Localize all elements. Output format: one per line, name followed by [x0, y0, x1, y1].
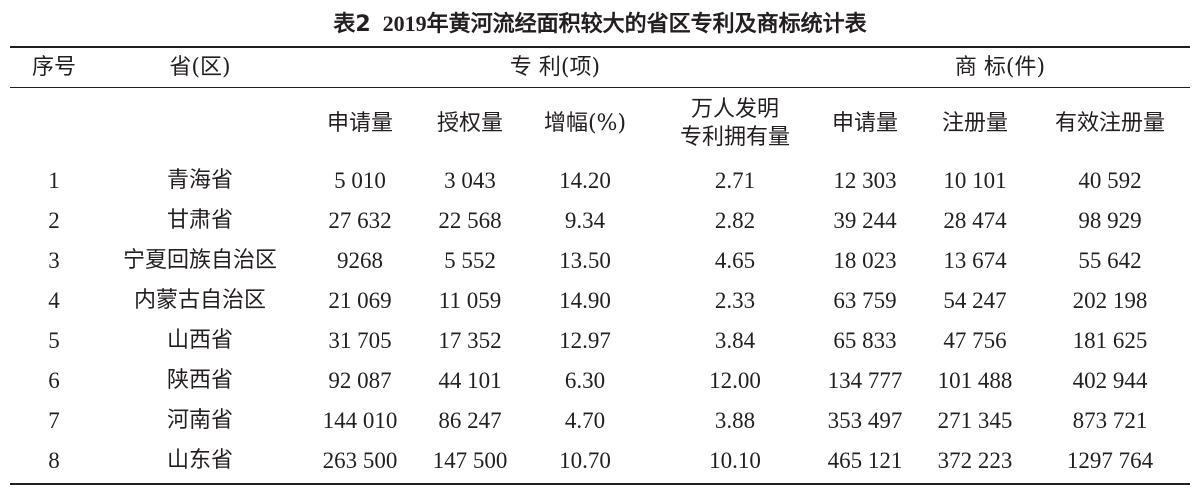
cell-patent-growth: 9.34: [564, 208, 606, 233]
cell-trademark-apply: 63 759: [833, 288, 897, 313]
cell-trademark-apply: 12 303: [833, 168, 897, 193]
cell-province: 青海省: [166, 168, 233, 193]
cell-seq: 5: [48, 328, 60, 353]
cell-trademark-valid: 55 642: [1078, 248, 1142, 273]
cell-trademark-registered: 28 474: [943, 208, 1007, 233]
header-patent-per-capita-line2: 专利拥有量: [679, 125, 790, 150]
cell-patent-apply: 92 087: [328, 368, 392, 393]
cell-patent-growth: 12.97: [559, 328, 611, 353]
cell-trademark-apply: 18 023: [833, 248, 897, 273]
cell-trademark-valid: 402 944: [1072, 368, 1148, 393]
cell-province: 内蒙古自治区: [133, 288, 266, 313]
cell-patent-growth: 14.20: [559, 168, 611, 193]
cell-trademark-valid: 181 625: [1072, 328, 1148, 353]
cell-patent-grant: 17 352: [438, 328, 502, 353]
cell-patent-per-capita: 12.00: [709, 368, 761, 393]
cell-patent-growth: 4.70: [564, 408, 606, 433]
bottom-rule: [10, 483, 1190, 485]
table-number: 表2: [333, 12, 371, 37]
cell-seq: 3: [48, 248, 60, 273]
cell-seq: 6: [48, 368, 60, 393]
cell-trademark-apply: 465 121: [827, 448, 903, 473]
cell-patent-grant: 5 552: [444, 248, 496, 273]
cell-patent-apply: 31 705: [328, 328, 392, 353]
cell-patent-per-capita: 3.84: [714, 328, 756, 353]
cell-province: 山西省: [166, 328, 233, 353]
cell-seq: 1: [48, 168, 60, 193]
cell-patent-apply: 263 500: [322, 448, 398, 473]
cell-trademark-registered: 47 756: [943, 328, 1007, 353]
header-province: 省(区): [169, 55, 231, 80]
cell-seq: 7: [48, 408, 60, 433]
cell-trademark-valid: 40 592: [1078, 168, 1142, 193]
cell-province: 陕西省: [166, 368, 233, 393]
cell-patent-per-capita: 3.88: [714, 408, 756, 433]
header-patent-growth: 增幅(%): [543, 111, 627, 136]
cell-trademark-registered: 54 247: [943, 288, 1007, 313]
table-title-text: 2019年黄河流经面积较大的省区专利及商标统计表: [382, 11, 867, 36]
cell-patent-per-capita: 10.10: [709, 448, 761, 473]
cell-seq: 4: [48, 288, 60, 313]
cell-patent-per-capita: 2.82: [714, 208, 756, 233]
top-rule: [10, 46, 1190, 48]
cell-patent-growth: 14.90: [559, 288, 611, 313]
cell-patent-grant: 11 059: [438, 288, 502, 313]
header-rule: [10, 87, 1190, 88]
cell-trademark-valid: 1297 764: [1066, 448, 1154, 473]
header-patent-per-capita-line1: 万人发明: [690, 97, 779, 122]
cell-patent-apply: 9268: [337, 248, 383, 273]
cell-patent-grant: 147 500: [432, 448, 508, 473]
cell-province: 河南省: [166, 408, 233, 433]
cell-trademark-apply: 65 833: [833, 328, 897, 353]
cell-patent-apply: 27 632: [328, 208, 392, 233]
cell-trademark-registered: 10 101: [943, 168, 1007, 193]
header-patent-grant: 授权量: [436, 111, 503, 136]
cell-trademark-registered: 101 488: [937, 368, 1013, 393]
cell-patent-per-capita: 2.71: [714, 168, 756, 193]
cell-patent-apply: 144 010: [322, 408, 398, 433]
cell-patent-per-capita: 2.33: [714, 288, 756, 313]
cell-trademark-registered: 13 674: [943, 248, 1007, 273]
header-trademark-registered: 注册量: [941, 111, 1008, 136]
header-trademark-valid: 有效注册量: [1054, 111, 1165, 136]
cell-trademark-valid: 98 929: [1078, 208, 1142, 233]
header-trademark-group: 商 标(件): [954, 55, 1046, 80]
cell-trademark-apply: 39 244: [833, 208, 897, 233]
cell-patent-apply: 5 010: [334, 168, 386, 193]
cell-trademark-valid: 873 721: [1072, 408, 1148, 433]
cell-province: 山东省: [166, 448, 233, 473]
cell-province: 宁夏回族自治区: [122, 248, 277, 273]
cell-patent-growth: 10.70: [559, 448, 611, 473]
cell-patent-growth: 13.50: [559, 248, 611, 273]
cell-trademark-registered: 271 345: [937, 408, 1013, 433]
header-patent-group: 专 利(项): [509, 55, 601, 80]
cell-trademark-apply: 134 777: [827, 368, 903, 393]
cell-patent-grant: 86 247: [438, 408, 502, 433]
cell-trademark-registered: 372 223: [937, 448, 1013, 473]
cell-patent-apply: 21 069: [328, 288, 392, 313]
cell-patent-grant: 3 043: [444, 168, 496, 193]
header-seq: 序号: [31, 55, 76, 80]
cell-trademark-valid: 202 198: [1072, 288, 1148, 313]
cell-trademark-apply: 353 497: [827, 408, 903, 433]
header-patent-apply: 申请量: [326, 111, 393, 136]
cell-province: 甘肃省: [166, 208, 233, 233]
cell-patent-grant: 22 568: [438, 208, 502, 233]
table-title: 表2 2019年黄河流经面积较大的省区专利及商标统计表: [0, 6, 1200, 38]
header-patent-per-capita: 万人发明 专利拥有量: [660, 96, 810, 152]
cell-patent-per-capita: 4.65: [714, 248, 756, 273]
cell-patent-grant: 44 101: [438, 368, 502, 393]
header-trademark-apply: 申请量: [831, 111, 898, 136]
cell-patent-growth: 6.30: [564, 368, 606, 393]
cell-seq: 8: [48, 448, 60, 473]
cell-seq: 2: [48, 208, 60, 233]
